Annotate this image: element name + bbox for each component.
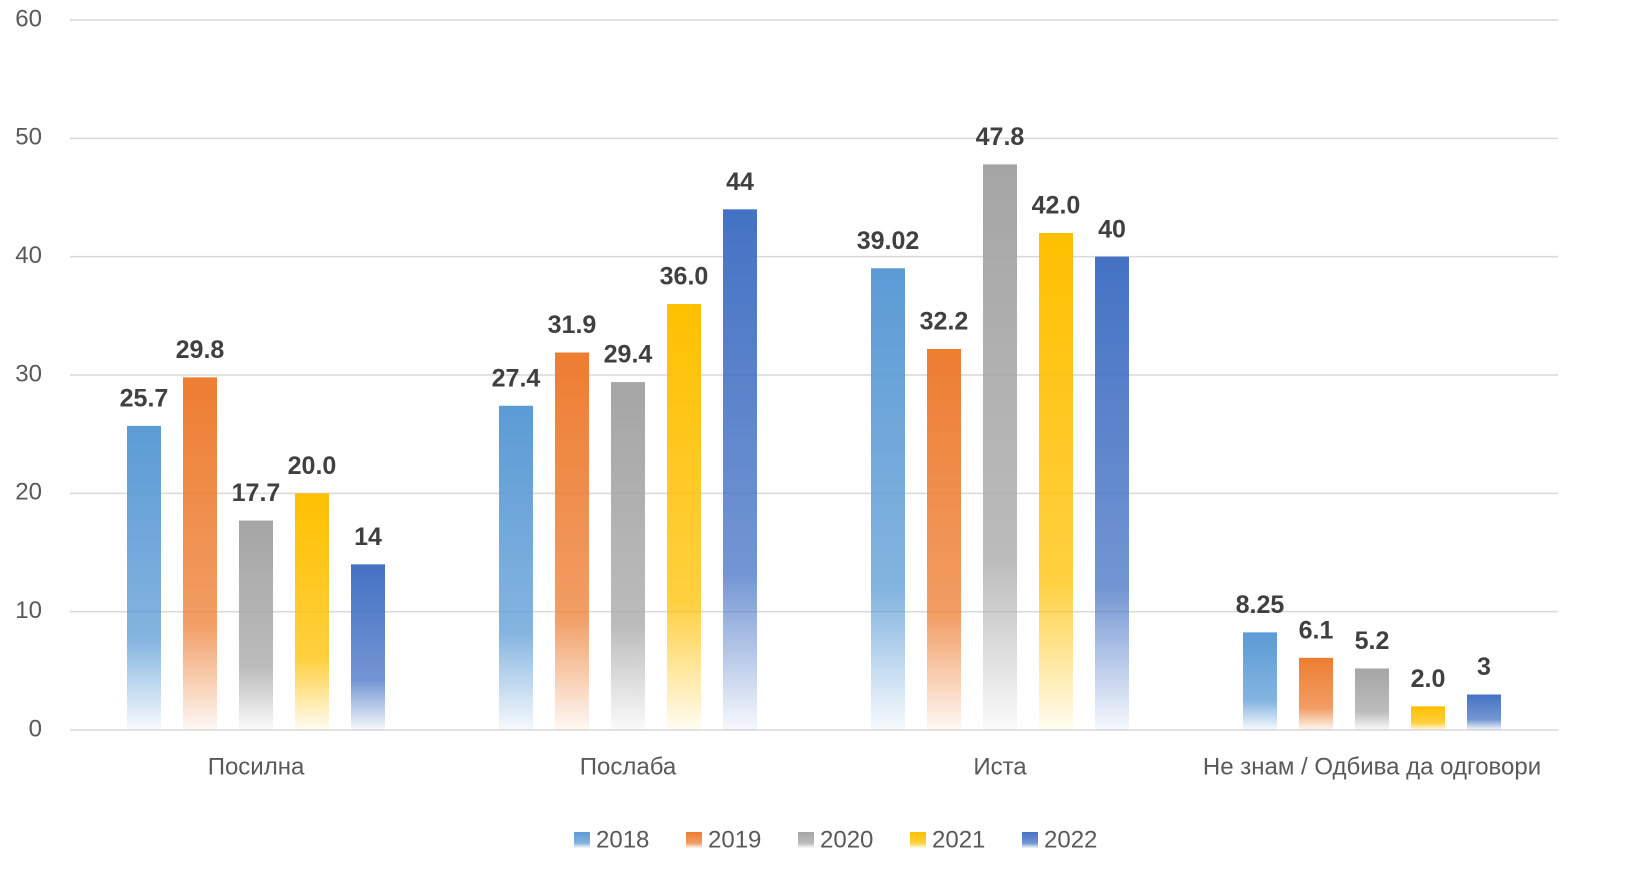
bar bbox=[927, 349, 961, 730]
value-label: 42.0 bbox=[1032, 192, 1081, 220]
value-label: 40 bbox=[1098, 215, 1126, 243]
x-tick-label: Не знам / Одбива да одговори bbox=[1203, 753, 1541, 780]
value-label: 27.4 bbox=[492, 364, 541, 392]
bar bbox=[723, 209, 757, 730]
page: {"chart_data": {"type": "bar", "categori… bbox=[0, 0, 1630, 886]
bar bbox=[183, 377, 217, 730]
value-label: 29.8 bbox=[176, 336, 225, 364]
y-tick-label: 40 bbox=[15, 242, 42, 269]
value-label: 8.25 bbox=[1236, 591, 1285, 619]
bar bbox=[1243, 632, 1277, 730]
value-label: 6.1 bbox=[1299, 616, 1334, 644]
bar bbox=[295, 493, 329, 730]
x-tick-label: Послаба bbox=[580, 753, 677, 780]
bar bbox=[499, 406, 533, 730]
bar bbox=[351, 564, 385, 730]
bar bbox=[127, 426, 161, 730]
legend-label: 2018 bbox=[596, 826, 649, 853]
legend-label: 2022 bbox=[1044, 826, 1097, 853]
value-label: 36.0 bbox=[660, 263, 709, 291]
value-label: 44 bbox=[726, 168, 754, 196]
value-label: 29.4 bbox=[604, 341, 653, 369]
legend-swatch bbox=[574, 832, 590, 848]
value-label: 17.7 bbox=[232, 479, 281, 507]
legend-swatch bbox=[798, 832, 814, 848]
bar bbox=[1355, 668, 1389, 730]
value-label: 47.8 bbox=[976, 123, 1025, 151]
legend-label: 2021 bbox=[932, 826, 985, 853]
bar bbox=[1467, 695, 1501, 731]
bar bbox=[667, 304, 701, 730]
value-label: 20.0 bbox=[288, 452, 337, 480]
y-tick-label: 30 bbox=[15, 360, 42, 387]
bar bbox=[983, 164, 1017, 730]
x-tick-label: Иста bbox=[973, 753, 1027, 780]
bar bbox=[239, 521, 273, 730]
bar bbox=[1039, 233, 1073, 730]
y-tick-label: 10 bbox=[15, 597, 42, 624]
legend-swatch bbox=[686, 832, 702, 848]
bar bbox=[611, 382, 645, 730]
bar bbox=[1299, 658, 1333, 730]
legend-swatch bbox=[910, 832, 926, 848]
bar bbox=[871, 268, 905, 730]
value-label: 5.2 bbox=[1355, 627, 1390, 655]
chart: 0 10 20 30 40 50 60 Посилна 25.729.8 17.720.0 14 По… bbox=[0, 0, 1630, 886]
bar bbox=[1411, 706, 1445, 730]
bar bbox=[1095, 257, 1129, 730]
value-label: 14 bbox=[354, 523, 382, 551]
value-label: 32.2 bbox=[920, 308, 969, 336]
value-label: 39.02 bbox=[857, 227, 920, 255]
legend-swatch bbox=[1022, 832, 1038, 848]
y-tick-label: 60 bbox=[15, 5, 42, 32]
value-label: 3 bbox=[1477, 653, 1491, 681]
y-tick-label: 50 bbox=[15, 124, 42, 151]
bar bbox=[555, 353, 589, 730]
value-label: 25.7 bbox=[120, 384, 169, 412]
x-tick-label: Посилна bbox=[208, 753, 305, 780]
legend-label: 2019 bbox=[708, 826, 761, 853]
y-tick-label: 0 bbox=[29, 715, 42, 742]
legend-label: 2020 bbox=[820, 826, 873, 853]
y-tick-label: 20 bbox=[15, 479, 42, 506]
value-label: 31.9 bbox=[548, 311, 597, 339]
value-label: 2.0 bbox=[1411, 665, 1446, 693]
